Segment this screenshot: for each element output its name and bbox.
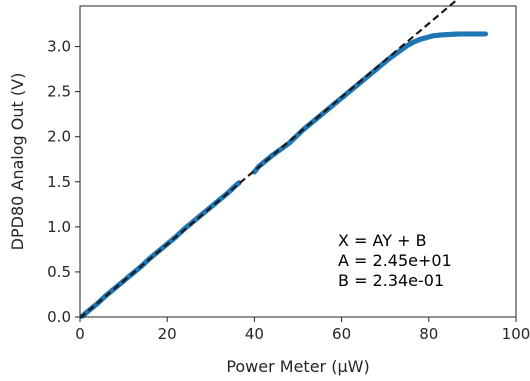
y-tick-label: 1.0 [47, 218, 71, 236]
x-axis-ticks: 0 20 40 60 80 100 [75, 317, 530, 343]
y-tick-label: 2.0 [47, 128, 71, 146]
x-axis-label: Power Meter (μW) [226, 357, 369, 376]
x-tick-label: 20 [158, 325, 177, 343]
plot-frame [79, 5, 517, 318]
annotation-line-1: X = AY + B [338, 231, 427, 250]
fit-annotation: X = AY + B A = 2.45e+01 B = 2.34e-01 [338, 231, 452, 290]
y-tick-label: 2.5 [47, 83, 71, 101]
y-tick-label: 0.5 [47, 263, 71, 281]
annotation-line-3: B = 2.34e-01 [338, 271, 444, 290]
data-point [482, 31, 489, 37]
y-axis-label: DPD80 Analog Out (V) [8, 73, 27, 251]
x-tick-label: 100 [502, 325, 530, 343]
y-tick-label: 0.0 [47, 308, 71, 326]
x-tick-label: 0 [75, 325, 85, 343]
y-axis-ticks: 0.0 0.5 1.0 1.5 2.0 2.5 3.0 [47, 38, 80, 326]
x-tick-label: 60 [332, 325, 351, 343]
x-tick-label: 40 [245, 325, 264, 343]
y-tick-label: 3.0 [47, 38, 71, 56]
x-tick-label: 80 [419, 325, 438, 343]
fit-line [79, 0, 459, 319]
annotation-line-2: A = 2.45e+01 [338, 251, 452, 270]
y-tick-label: 1.5 [47, 173, 71, 191]
